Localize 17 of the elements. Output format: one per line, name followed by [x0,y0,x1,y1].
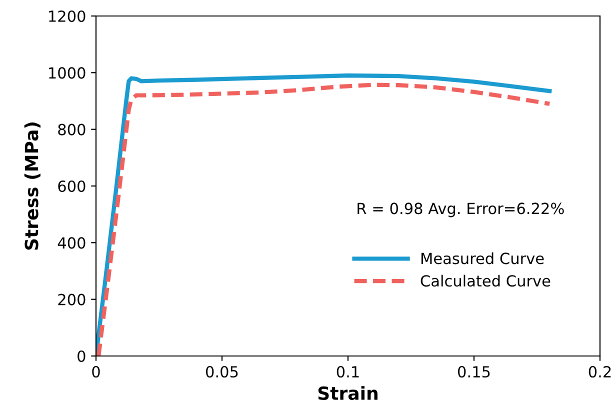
x-tick-label: 0.1 [336,366,359,378]
legend-label: Measured Curve [421,252,544,264]
y-tick-label: 1200 [49,10,86,22]
y-axis-title: Stress (MPa) [24,122,40,250]
y-tick-label: 800 [58,124,86,136]
y-tick-label: 200 [58,294,86,306]
annotation: R = 0.98 Avg. Error=6.22% [358,202,564,218]
x-tick-label: 0.2 [588,366,611,378]
x-tick-label: 0 [92,366,100,378]
y-tick-label: 600 [58,180,86,192]
y-tick-label: 1000 [49,67,86,79]
x-axis-title: Strain [318,386,378,400]
y-tick-label: 400 [58,237,86,249]
y-tick-label: 0 [78,350,86,362]
x-tick-label: 0.05 [206,366,238,378]
legend-label: Calculated Curve [420,274,550,287]
x-tick-label: 0.15 [458,366,490,378]
